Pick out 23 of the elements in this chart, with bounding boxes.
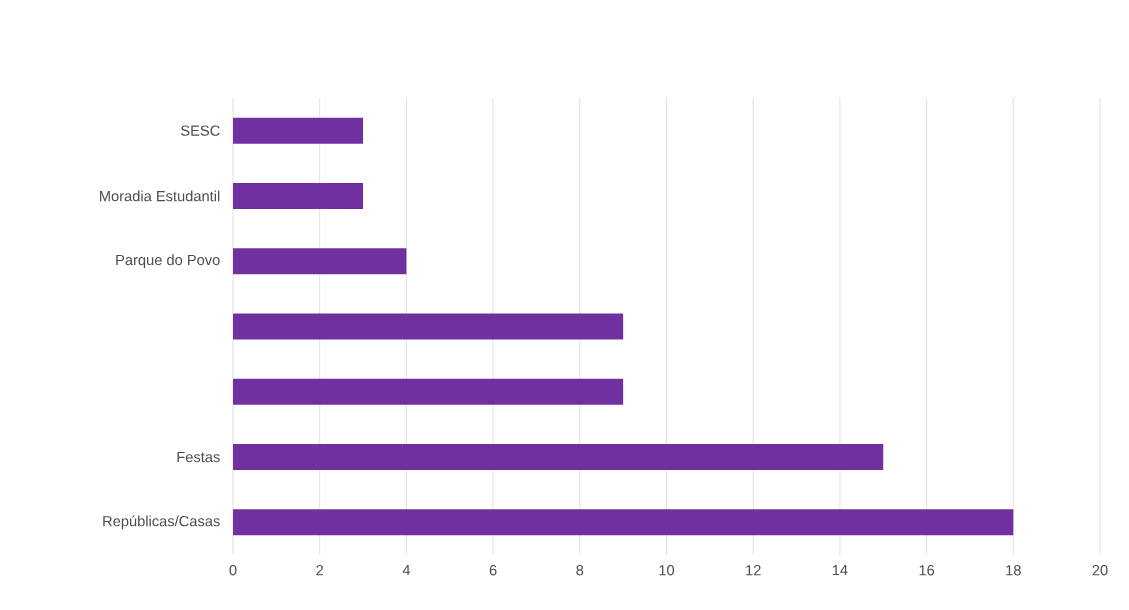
x-tick-label: 2 — [316, 565, 324, 576]
x-tick-label: 16 — [919, 565, 935, 576]
y-tick-label: Repúblicas/Casas — [103, 515, 220, 530]
bar — [233, 182, 364, 209]
bar — [233, 248, 407, 275]
x-tick-label: 8 — [576, 565, 584, 576]
bar — [233, 509, 1014, 536]
bar — [233, 117, 364, 144]
x-tick-label: 6 — [489, 565, 497, 576]
x-tick-label: 20 — [1092, 565, 1108, 576]
y-tick-label: Festas — [177, 451, 220, 463]
x-tick-label: 0 — [229, 565, 237, 576]
y-tick-label: Parque do Povo — [116, 254, 220, 269]
x-tick-label: 4 — [402, 565, 411, 576]
x-tick-label: 14 — [832, 565, 848, 576]
bar — [233, 444, 884, 471]
bar — [233, 378, 624, 405]
x-tick-label: 12 — [746, 565, 761, 576]
bar — [233, 313, 624, 340]
y-tick-label: Moradia Estudantil — [100, 190, 220, 202]
x-tick-label: 18 — [1006, 565, 1021, 576]
x-tick-label: 10 — [659, 565, 675, 576]
y-tick-label: SESC — [181, 125, 220, 136]
